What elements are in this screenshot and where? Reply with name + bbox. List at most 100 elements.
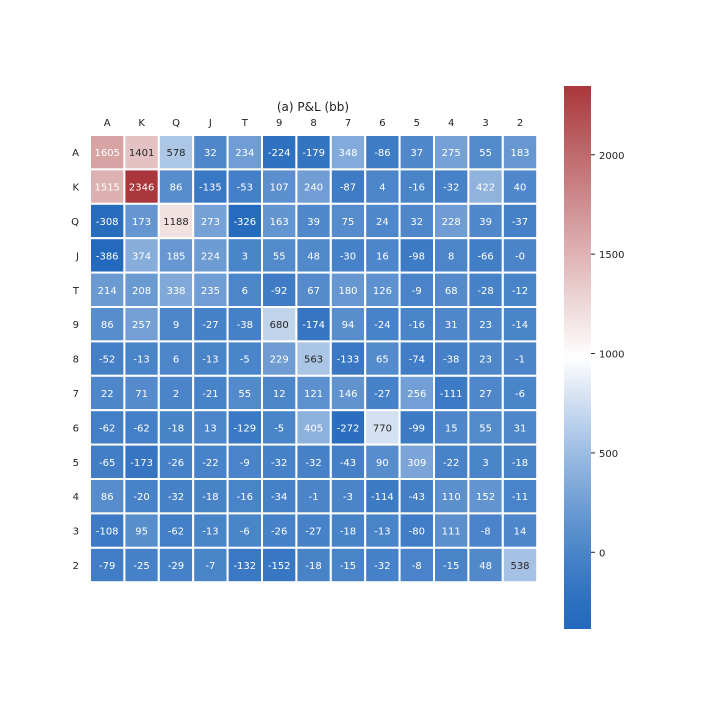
cell-value-label: 273 (201, 217, 220, 228)
cell-value-label: -15 (340, 561, 356, 572)
cell-value-label: 86 (101, 320, 114, 331)
colorbar-tick-label: 0 (599, 548, 605, 559)
cell-value-label: 16 (376, 251, 389, 262)
cell-value-label: 3 (242, 251, 248, 262)
cell-value-label: 110 (442, 492, 461, 503)
cell-value-label: 107 (270, 183, 289, 194)
cell-value-label: -38 (443, 355, 459, 366)
cell-value-label: -38 (237, 320, 253, 331)
cell-value-label: 8 (448, 251, 454, 262)
cell-value-label: -98 (409, 251, 425, 262)
heatmap-cell-7-T (226, 374, 264, 412)
colorbar-tick-label: 1000 (599, 350, 624, 361)
colorbar-ticks: 0 500 1000 1500 2000 (591, 151, 624, 559)
y-axis-tick-labels: A K Q J T 9 8 7 6 5 4 3 2 (71, 148, 80, 572)
heatmap-cell-3-K (123, 512, 160, 549)
cell-value-label: -65 (99, 458, 115, 469)
cell-value-label: 68 (445, 286, 458, 297)
cell-value-label: 27 (479, 389, 492, 400)
cell-value-label: 234 (235, 148, 254, 159)
cell-value-label: -173 (130, 458, 153, 469)
cell-value-label: 24 (376, 217, 389, 228)
y-tick-label: J (75, 251, 79, 262)
cell-value-label: -7 (205, 561, 215, 572)
cell-value-label: 563 (304, 355, 323, 366)
y-tick-label: 7 (73, 389, 79, 400)
cell-value-label: 348 (338, 148, 357, 159)
y-tick-label: 8 (73, 355, 79, 366)
cell-value-label: 228 (442, 217, 461, 228)
cell-value-label: -62 (168, 527, 184, 538)
heatmap-cell-K-Q (157, 168, 195, 205)
cell-value-label: 14 (514, 527, 527, 538)
cell-value-label: -114 (371, 492, 394, 503)
heatmap-cell-T-3 (467, 271, 504, 309)
cell-value-label: 2 (173, 389, 179, 400)
cell-value-label: -32 (271, 458, 287, 469)
cell-value-label: -16 (409, 320, 425, 331)
y-tick-label: 9 (73, 320, 79, 331)
cell-value-label: -12 (512, 286, 528, 297)
cell-value-label: -18 (512, 458, 528, 469)
heatmap-cell-9-8 (295, 306, 332, 343)
heatmap-cell-Q-T (226, 202, 264, 240)
cell-value-label: 338 (166, 286, 185, 297)
cell-value-label: -22 (202, 458, 218, 469)
cell-value-label: -6 (515, 389, 525, 400)
cell-value-label: -43 (409, 492, 425, 503)
cell-value-label: 309 (407, 458, 426, 469)
colorbar-tick-label: 1500 (599, 250, 624, 261)
cell-value-label: 578 (166, 148, 185, 159)
cell-value-label: 31 (514, 423, 527, 434)
heatmap-cell-J-4 (433, 237, 470, 274)
cell-value-label: 2346 (129, 183, 154, 194)
cell-value-label: -27 (305, 527, 321, 538)
cell-value-label: -326 (233, 217, 256, 228)
cell-value-label: 55 (479, 148, 492, 159)
cell-value-label: 32 (410, 217, 423, 228)
cell-value-label: 71 (135, 389, 148, 400)
heatmap-cell-2-3 (467, 546, 504, 584)
heatmap-cell-T-K (123, 271, 160, 309)
cell-value-label: -80 (409, 527, 425, 538)
cell-value-label: -86 (374, 148, 390, 159)
cell-value-label: -13 (374, 527, 390, 538)
heatmap-cell-2-2 (501, 546, 539, 584)
heatmap-cell-K-8 (295, 168, 332, 205)
heatmap-cell-3-J (192, 512, 229, 549)
heatmap-cell-Q-5 (398, 202, 436, 240)
heatmap-cell-A-5 (398, 134, 436, 171)
heatmap-cell-5-4 (433, 443, 470, 481)
cell-value-label: -27 (374, 389, 390, 400)
cell-value-label: -79 (99, 561, 115, 572)
cell-value-label: 1401 (129, 148, 154, 159)
heatmap-cell-6-4 (433, 409, 470, 446)
heatmap-cell-2-5 (398, 546, 436, 584)
heatmap-cell-8-Q (157, 340, 195, 377)
cell-value-label: 6 (173, 355, 179, 366)
cell-value-label: -15 (443, 561, 459, 572)
cell-value-label: -66 (477, 251, 493, 262)
cell-value-label: 94 (342, 320, 355, 331)
cell-value-label: -111 (440, 389, 463, 400)
cell-value-label: 22 (101, 389, 114, 400)
heatmap-cell-T-6 (364, 271, 401, 309)
cell-value-label: -37 (512, 217, 528, 228)
cell-value-label: -18 (168, 423, 184, 434)
cell-value-label: 23 (479, 355, 492, 366)
cell-value-label: 86 (170, 183, 183, 194)
cell-value-label: 37 (410, 148, 423, 159)
cell-value-label: -224 (268, 148, 291, 159)
cell-value-label: 235 (201, 286, 220, 297)
cell-value-label: 257 (132, 320, 151, 331)
heatmap-cell-4-A (89, 478, 126, 515)
cell-value-label: -22 (443, 458, 459, 469)
cell-value-label: 121 (304, 389, 323, 400)
cell-value-label: 12 (273, 389, 286, 400)
cell-value-label: -18 (305, 561, 321, 572)
cell-value-label: 180 (338, 286, 357, 297)
y-tick-label: K (72, 183, 79, 194)
x-tick-label: 5 (414, 118, 420, 129)
heatmap-cell-2-J (192, 546, 229, 584)
heatmap-cell-8-5 (398, 340, 436, 377)
